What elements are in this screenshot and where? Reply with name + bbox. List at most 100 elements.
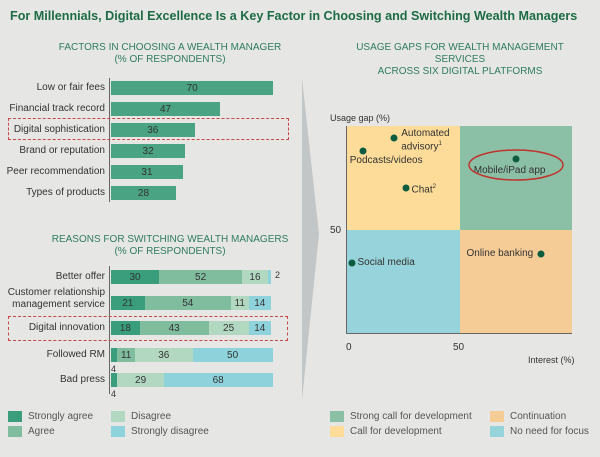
- legend-label: No need for focus: [510, 426, 589, 437]
- segment-value: 21: [122, 297, 134, 309]
- segment-value: 14: [254, 297, 266, 309]
- legend-label: Continuation: [510, 411, 567, 422]
- bar-segment: 11: [117, 348, 135, 362]
- y-axis-label: Usage gap (%): [330, 113, 391, 123]
- bar-segment: [111, 373, 118, 387]
- x-tick: 50: [453, 342, 465, 353]
- bar-segment: 29: [117, 373, 164, 387]
- bar-segment: 36: [135, 348, 193, 362]
- bar-value: 70: [186, 82, 198, 94]
- legend-label: Strongly agree: [28, 411, 94, 422]
- quadrant-no-need: [347, 229, 460, 333]
- legend-swatch: [111, 411, 125, 422]
- quadrant-strong-call: [459, 126, 572, 230]
- legend-swatch: [330, 426, 344, 437]
- legend-item: Strongly disagree: [111, 426, 209, 437]
- bar-label: Low or fair fees: [36, 82, 105, 93]
- bar-value: 32: [142, 145, 154, 157]
- point-label-text: Automated advisory: [401, 128, 450, 153]
- bar-segment: 21: [111, 296, 145, 310]
- x-axis-label: Interest (%): [528, 355, 575, 365]
- segment-value: 30: [129, 271, 141, 283]
- arrow-chevron: [302, 78, 319, 400]
- point-label-text: Mobile/iPad app: [473, 165, 546, 177]
- point-label: Automated advisory1: [401, 128, 461, 152]
- reasons-axis: [109, 266, 110, 394]
- segment-callout: 4: [111, 364, 117, 374]
- bar-label: Financial track record: [9, 103, 105, 114]
- bar: 32: [111, 144, 186, 158]
- bar-value: 31: [141, 166, 153, 178]
- legend-label: Agree: [28, 426, 55, 437]
- factors-title: FACTORS IN CHOOSING A WEALTH MANAGER: [58, 42, 282, 53]
- bar-segment: 52: [159, 270, 243, 284]
- bar-segment: 30: [111, 270, 159, 284]
- data-point: [402, 184, 409, 192]
- bar-segment: 25: [208, 321, 249, 335]
- bar: 28: [111, 186, 176, 200]
- factors-axis: [109, 78, 110, 202]
- bar: 36: [111, 123, 195, 137]
- bar-segment: 14: [248, 321, 271, 335]
- legend-label: Disagree: [131, 411, 172, 422]
- bar-label: Bad press: [59, 374, 105, 385]
- legend-item: No need for focus: [490, 426, 589, 437]
- point-label: Social media: [358, 257, 415, 268]
- bar-segment: 18: [111, 321, 140, 335]
- data-point: [359, 147, 367, 155]
- highlight-ellipse: [468, 149, 564, 181]
- quadrant-call-for-development: [347, 126, 460, 230]
- highlight-box: [8, 316, 288, 341]
- bar-label: Digital innovation: [28, 322, 105, 333]
- bar-segment: 43: [139, 321, 209, 335]
- point-label: Mobile/iPad app: [474, 165, 546, 176]
- segment-value: 36: [158, 349, 170, 361]
- y-tick: 50: [330, 225, 342, 236]
- legend-label: Strong call for development: [350, 411, 472, 422]
- segment-callout: 2: [275, 270, 281, 280]
- data-point: [390, 134, 398, 142]
- usage-subtitle: ACROSS SIX DIGITAL PLATFORMS: [377, 66, 543, 77]
- point-label-text: Social media: [357, 256, 415, 268]
- bar-value: 28: [137, 187, 150, 199]
- bar-segment: 16: [242, 270, 268, 284]
- bar-segment: 68: [163, 373, 273, 387]
- legend-swatch: [8, 411, 22, 422]
- point-label: Podcasts/videos: [350, 155, 423, 166]
- legend-label: Call for development: [350, 426, 442, 437]
- data-point: [348, 259, 355, 267]
- segment-value: 52: [195, 271, 207, 283]
- legend-swatch: [330, 411, 344, 422]
- quadrant-continuation: [459, 229, 572, 333]
- bar-segment: [111, 348, 118, 362]
- legend-swatch: [8, 426, 22, 437]
- x-tick: 0: [346, 342, 352, 353]
- segment-value: 25: [223, 322, 235, 334]
- legend-swatch: [111, 426, 125, 437]
- legend-item: Call for development: [330, 426, 442, 437]
- segment-value: 14: [254, 322, 266, 334]
- segment-value: 68: [212, 374, 224, 386]
- x-axis: [346, 333, 572, 334]
- bar-label: Followed RM: [46, 349, 105, 360]
- legend-item: Agree: [8, 426, 55, 437]
- highlight-box: [8, 118, 289, 140]
- segment-value: 11: [120, 349, 132, 361]
- point-label-text: Chat: [411, 184, 433, 196]
- bar-label: Digital sophistication: [13, 124, 105, 135]
- bar-label: Peer recommendation: [6, 166, 105, 177]
- legend-item: Strongly agree: [8, 411, 93, 422]
- reasons-heading: REASONS FOR SWITCHING WEALTH MANAGERS (%…: [40, 234, 300, 258]
- factors-heading: FACTORS IN CHOOSING A WEALTH MANAGER (% …: [40, 42, 300, 66]
- data-point: [512, 155, 520, 163]
- legend-item: Continuation: [490, 411, 566, 422]
- bar-segment: [267, 270, 271, 284]
- legend-label: Strongly disagree: [131, 426, 209, 437]
- point-label-text: Online banking: [466, 248, 534, 260]
- bar-label: Customer relationship management service: [7, 287, 105, 310]
- segment-value: 16: [249, 271, 261, 283]
- data-point: [537, 250, 544, 258]
- segment-value: 29: [135, 374, 147, 386]
- segment-callout: 4: [111, 389, 117, 399]
- point-label-text: Podcasts/videos: [349, 154, 423, 166]
